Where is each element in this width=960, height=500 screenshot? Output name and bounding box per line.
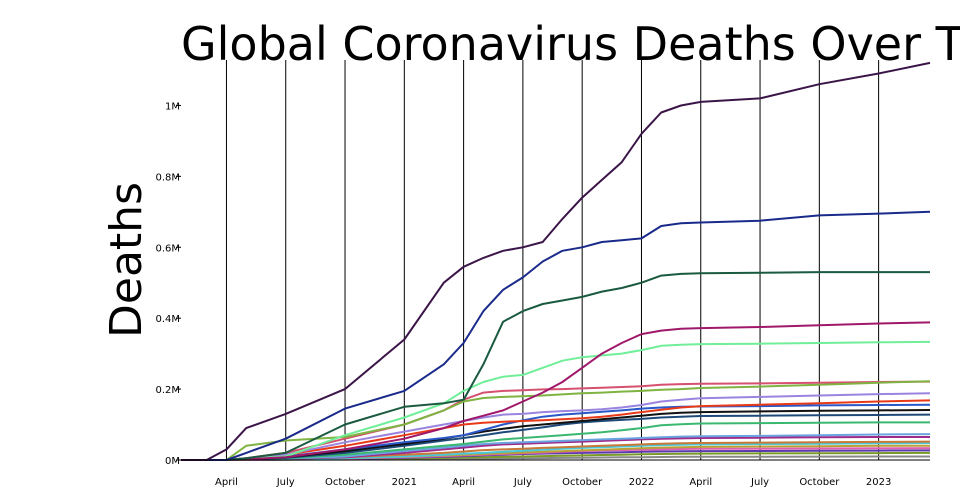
x-tick-label: July [276,477,295,488]
x-tick-label: April [452,477,475,488]
x-tick-label: April [215,477,238,488]
series-line [181,392,931,461]
series-line [181,321,931,461]
series-line [181,271,930,461]
y-tick-label: 0.2M [155,385,180,396]
x-tick-label: October [325,477,366,488]
y-tick-label: 0.8M [155,172,180,183]
x-tick-label: April [689,477,712,488]
series-line [181,210,931,461]
x-tick-label: October [562,477,603,488]
y-axis: 0M 0.2M 0.4M 0.6M 0.8M 1M [155,101,930,467]
y-tick-label: 0M [165,456,180,467]
chart-title: Global Coronavirus Deaths Over Time [181,17,960,71]
y-tick-label: 1M [165,101,180,112]
x-gridlines [225,60,880,460]
y-tick-label: 0.4M [155,314,180,325]
x-axis: April July October 2021 April July October 2022… [215,477,891,488]
x-tick-label: July [750,477,769,488]
y-tick-label: 0.6M [155,243,180,254]
y-axis-label: Deaths [101,182,152,338]
x-tick-label: 2022 [629,477,654,488]
x-tick-label: July [513,477,532,488]
series-line [181,380,931,461]
x-tick-label: 2023 [866,477,891,488]
x-tick-label: 2021 [392,477,417,488]
x-tick-label: October [799,477,840,488]
series-line [181,61,931,461]
series-layer [181,61,931,461]
